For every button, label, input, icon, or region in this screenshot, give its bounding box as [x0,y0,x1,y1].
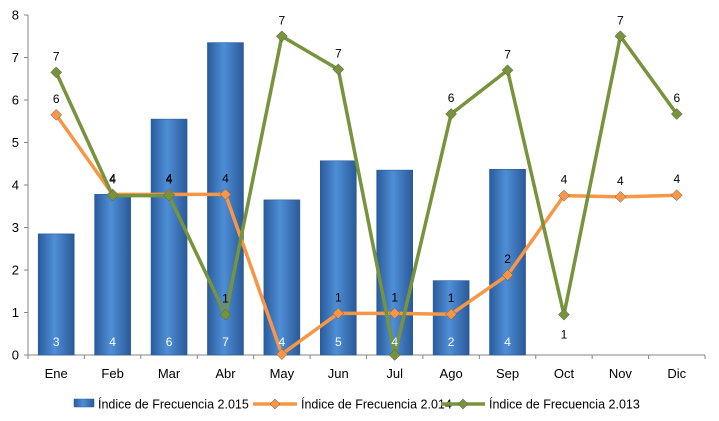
series-point [388,307,401,320]
series-point [501,269,514,281]
bar [376,169,414,356]
line-data-label: 4 [222,171,229,185]
line-data-label: 1 [335,290,342,304]
bar-data-label: 6 [166,335,173,349]
bars-series-2015 [37,42,526,356]
legend-label: Índice de Frecuencia 2.015 [98,397,249,412]
y-tick-label: 7 [12,50,19,65]
series-point [276,30,288,43]
line-data-label: 1 [561,328,568,342]
series-point [445,308,457,321]
line-data-label: 7 [617,13,624,27]
legend-swatch-marker [457,398,469,410]
line-data-label: 1 [448,291,455,305]
x-category-label: Jul [386,366,403,381]
series-point [558,189,570,202]
bar [150,118,188,356]
series-point [276,348,288,361]
line-data-label: 4 [166,173,173,187]
line-data-label: 7 [53,49,60,63]
line-data-label: 4 [617,174,624,188]
y-tick-label: 6 [12,93,19,108]
series-point [670,108,683,120]
x-category-label: Abr [215,366,236,381]
legend-label: Índice de Frecuencia 2.014 [301,397,452,412]
series-point [219,308,232,321]
series-point [332,63,345,76]
bar-data-label: 2 [448,335,455,349]
x-category-label: Feb [101,366,123,381]
y-tick-label: 8 [12,8,19,23]
x-category-label: Mar [158,366,181,381]
series-line-2 [54,34,679,357]
legend-label: Índice de Frecuencia 2.013 [489,397,640,412]
bar-data-label: 3 [53,335,60,349]
series-point [558,308,570,321]
series-point [614,191,627,203]
line-data-label: 4 [109,173,116,187]
series-point [614,30,627,43]
y-tick-label: 0 [12,348,19,363]
x-category-label: Dic [667,366,686,381]
series-point [106,189,119,202]
series-line-1 [54,113,677,356]
line-data-label: 2 [504,252,511,266]
bar [489,168,526,356]
bar-data-label: 4 [504,335,511,349]
series-point [388,349,401,361]
bar-data-label: 4 [391,335,398,349]
bar [37,233,75,356]
y-tick-label: 1 [12,305,19,320]
series-point [332,307,345,320]
legend-swatch-marker [269,398,281,410]
y-tick-label: 2 [12,263,19,278]
legend-swatch-bar [73,398,95,408]
line-data-label: 4 [109,171,116,185]
x-category-label: Ene [45,366,68,381]
bar [263,199,301,356]
line-data-label: 4 [673,172,680,186]
line-data-label: 6 [673,91,680,105]
bar-data-label: 7 [222,335,229,349]
bar [94,194,131,356]
line-data-label: 1 [391,290,398,304]
line-data-label: 7 [504,47,511,61]
series-point [50,66,63,79]
series-point [50,109,63,121]
legend: Índice de Frecuencia 2.015 Índice de Frec… [73,397,640,412]
y-tick-label: 3 [12,220,19,235]
bar [319,160,357,356]
line-data-label: 4 [166,171,173,185]
x-category-label: Sep [496,366,519,381]
line-data-label: 1 [222,292,229,306]
x-category-label: Oct [554,366,575,381]
series-point [219,188,232,201]
series-point [670,189,683,202]
x-category-label: May [270,366,295,381]
x-category-label: Ago [440,366,463,381]
y-tick-label: 4 [12,178,19,193]
x-category-label: Nov [609,366,633,381]
bar-data-label: 5 [335,335,342,349]
x-category-label: Jun [328,366,349,381]
axes: 0 1 2 3 4 5 6 7 8 Ene Feb Mar Abr May Jun Jul Ago Sep Oct N… [12,8,706,381]
line-data-label: 6 [53,92,60,106]
line-series [50,30,683,361]
series-point [445,108,457,120]
y-tick-label: 5 [12,135,19,150]
line-data-label: 4 [561,173,568,187]
line-data-label: 7 [335,46,342,60]
series-point [501,64,514,77]
line-data-label: 6 [448,91,455,105]
bar-data-label: 4 [279,335,286,349]
series-point [163,189,175,202]
line-data-label: 7 [279,13,286,27]
bar-data-label: 4 [109,335,116,349]
